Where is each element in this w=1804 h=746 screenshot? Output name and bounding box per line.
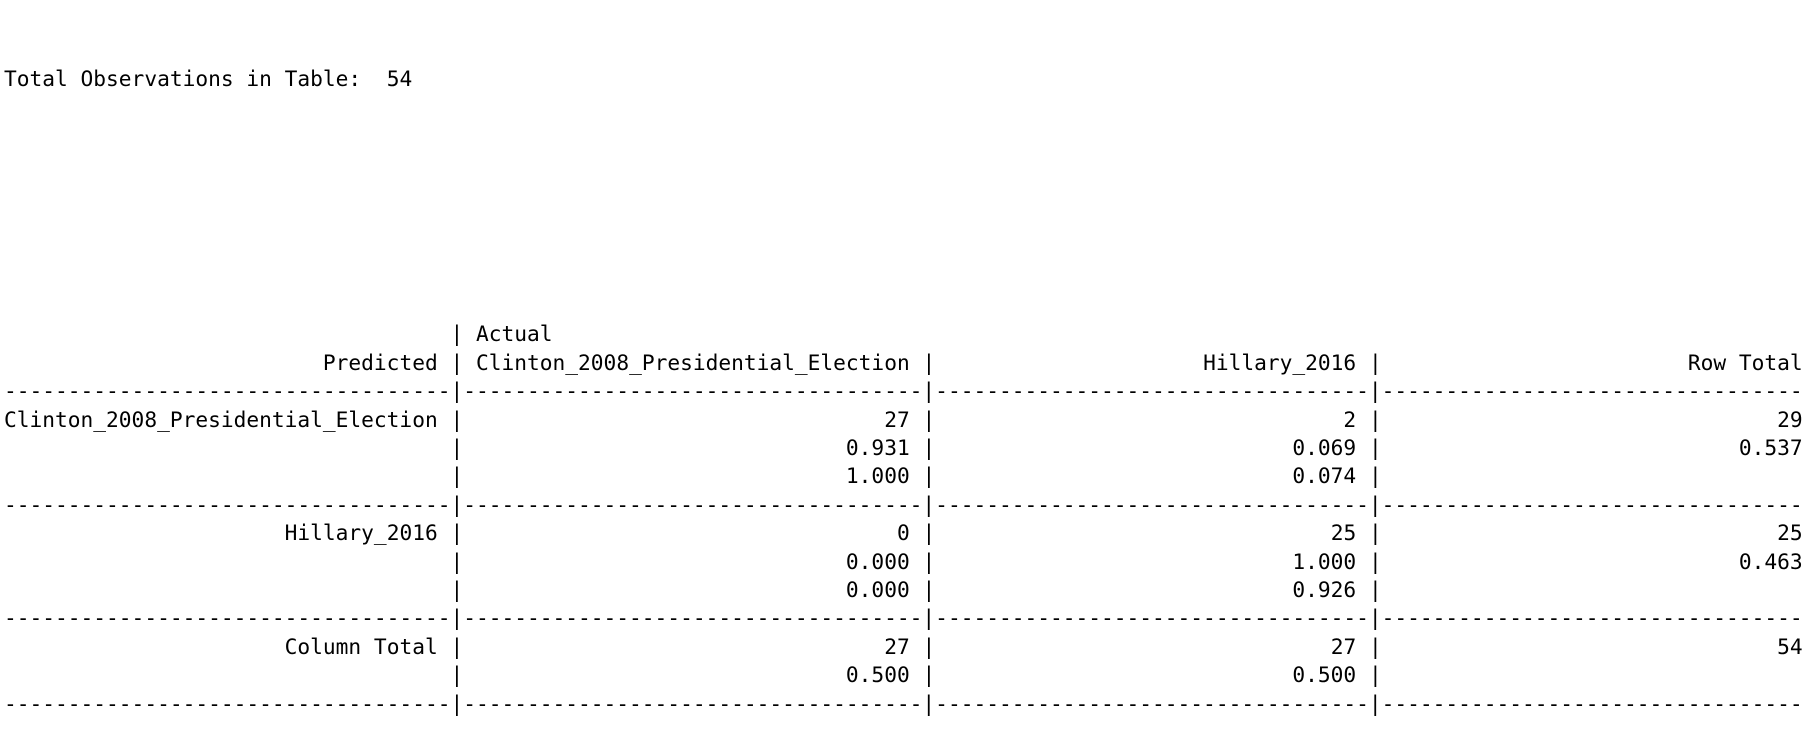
table-cell: 0.069 [1292,434,1357,460]
column-header: Row Total [1687,349,1803,375]
table-cell: 54 [1777,633,1803,659]
table-row: | 0.000 | 1.000 | 0.463 | [437,548,1803,574]
table-row: Clinton_2008_Presidential_Election | 27 … [4,406,1803,432]
row-label: Clinton_2008_Presidential_Election [4,406,438,432]
crosstab-output: Total Observations in Table: 54 | Actual… [4,8,1804,746]
table-cell: 2 [1343,406,1357,432]
table-cell: 0.500 [845,662,910,688]
table-row: Hillary_2016 | 0 | 25 | 25 | [284,520,1803,546]
table-cell: 0.931 [845,434,910,460]
header-actual-line: | Actual [4,321,553,347]
table-cell: 0.500 [1292,662,1357,688]
row-label: Column Total [284,633,438,659]
blank-line [4,150,1804,178]
table-cell: 25 [1777,520,1803,546]
table-cell: 0.926 [1292,576,1357,602]
row-label: Hillary_2016 [284,520,438,546]
separator-line: -----------------------------------|----… [4,491,1804,517]
table-row: | 1.000 | 0.074 | | [437,463,1395,489]
table-cell: 29 [1777,406,1803,432]
actual-label: Actual [475,321,553,347]
column-total-row: Column Total | 27 | 27 | 54 | [284,633,1803,659]
column-total-row: | 0.500 | 0.500 | | [437,662,1395,688]
header-line: Predicted | Clinton_2008_Presidential_El… [322,349,1803,375]
crosstab-table: | Actual Predicted | Clinton_2008_Presid… [4,320,1804,717]
table-cell: 0.000 [845,576,910,602]
table-cell: 0 [896,520,910,546]
column-header: Clinton_2008_Presidential_Election [476,349,910,375]
table-cell: 0.000 [845,548,910,574]
blank-line [4,235,1804,263]
table-cell: 27 [884,406,910,432]
table-cell: 1.000 [845,463,910,489]
column-header: Hillary_2016 [1203,349,1357,375]
table-cell: 0.074 [1292,463,1357,489]
total-observations-line: Total Observations in Table: 54 [4,65,1804,93]
table-row: | 0.000 | 0.926 | | [437,576,1395,602]
table-cell: 0.537 [1738,434,1803,460]
table-row: | 0.931 | 0.069 | 0.537 | [437,434,1803,460]
total-observations-value: 54 [386,65,413,91]
table-cell: 27 [884,633,910,659]
separator-line: -----------------------------------|----… [4,378,1804,404]
separator-line: -----------------------------------|----… [4,690,1804,716]
predicted-label: Predicted [322,349,438,375]
total-observations-label: Total Observations in Table: [4,65,362,91]
table-cell: 27 [1330,633,1357,659]
separator-line: -----------------------------------|----… [4,605,1804,631]
table-cell: 1.000 [1292,548,1357,574]
table-cell: 25 [1330,520,1357,546]
table-cell: 0.463 [1738,548,1803,574]
